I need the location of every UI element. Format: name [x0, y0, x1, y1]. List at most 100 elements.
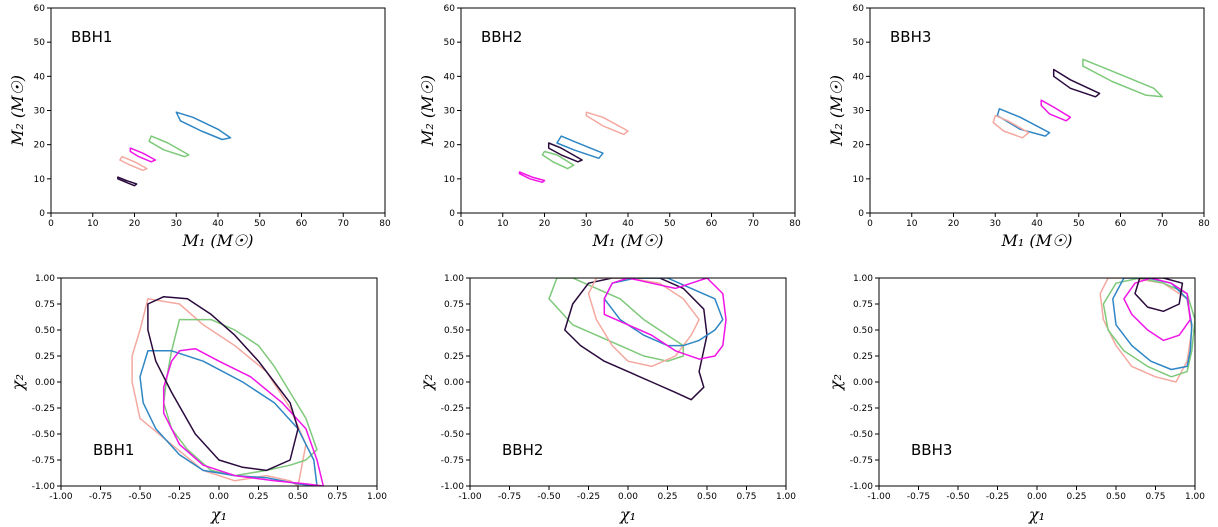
y-axis-label: χ₂ — [8, 374, 27, 391]
y-tick-label: 20 — [34, 141, 46, 151]
contour-salmon — [585, 111, 629, 136]
y-axis-label: M₂ (M☉) — [8, 75, 27, 147]
y-tick-label: 20 — [853, 141, 865, 151]
contour-green — [548, 278, 685, 362]
y-tick-label: 10 — [444, 175, 456, 185]
x-tick-label: 0 — [458, 219, 464, 229]
x-tick-label: -0.75 — [498, 492, 521, 502]
contour-salmon — [992, 114, 1030, 139]
y-tick-label: 30 — [34, 107, 46, 117]
x-axis-label: M₁ (M☉) — [591, 231, 663, 250]
y-tick-label: 60 — [34, 4, 46, 14]
y-axis-label: χ₂ — [826, 374, 845, 391]
contour-green — [1102, 278, 1195, 378]
y-tick-label: 50 — [444, 38, 456, 48]
chart-panel-2: 0 10 20 30 40 50 60 70 80 0 10 20 30 40 50 60 M₁ (M☉) M₂ … — [418, 4, 801, 250]
panel-label: BBH1 — [71, 28, 112, 46]
contour-group — [117, 111, 232, 187]
contour-navy — [1052, 68, 1101, 98]
y-tick-label: 30 — [444, 107, 456, 117]
y-tick-label: 10 — [853, 175, 865, 185]
x-axis-label: M₁ (M☉) — [181, 231, 253, 250]
y-tick-label: -1.00 — [32, 482, 56, 492]
y-tick-label: 0.25 — [853, 352, 873, 362]
y-axis-label: M₂ (M☉) — [418, 75, 437, 147]
contour-group — [992, 58, 1164, 139]
panel-label: BBH3 — [911, 441, 952, 459]
y-tick-label: 0.50 — [35, 326, 55, 336]
y-tick-label: 30 — [853, 107, 865, 117]
contour-magenta — [603, 278, 727, 360]
chart-panel-5: -1.00 -0.75 -0.50 -0.25 0.00 0.25 0.50 0.75 1.00… — [417, 274, 796, 524]
x-tick-label: 80 — [1198, 219, 1210, 229]
x-tick-label: 70 — [1157, 219, 1169, 229]
x-tick-label: 10 — [906, 219, 918, 229]
x-tick-label: 0 — [867, 219, 873, 229]
y-tick-label: 40 — [444, 72, 456, 82]
y-tick-label: 1.00 — [35, 274, 55, 284]
x-tick-label: -0.50 — [128, 492, 152, 502]
y-tick-label: 0.00 — [35, 378, 55, 388]
contour-salmon — [119, 155, 148, 172]
x-tick-label: 1.00 — [367, 492, 387, 502]
x-tick-label: 20 — [129, 219, 141, 229]
contour-magenta — [129, 147, 157, 163]
y-tick-label: -0.50 — [32, 430, 56, 440]
contour-blue — [556, 135, 604, 160]
x-tick-label: 1.00 — [776, 492, 796, 502]
y-tick-label: 60 — [853, 4, 865, 14]
x-axis-label: χ₁ — [619, 505, 636, 524]
y-tick-label: -0.75 — [32, 456, 55, 466]
x-tick-label: 0.50 — [288, 492, 308, 502]
x-tick-label: -1.00 — [458, 492, 482, 502]
contour-blue — [175, 111, 232, 141]
x-axis-label: χ₁ — [210, 505, 227, 524]
x-tick-label: 60 — [296, 219, 308, 229]
y-tick-label: 0.00 — [853, 378, 873, 388]
x-tick-label: 0.75 — [736, 492, 756, 502]
y-tick-label: 0.25 — [444, 352, 464, 362]
x-tick-label: -0.75 — [89, 492, 112, 502]
contour-navy — [547, 142, 583, 163]
y-tick-label: -0.25 — [32, 404, 55, 414]
x-tick-label: -1.00 — [867, 492, 891, 502]
x-axis-label: M₁ (M☉) — [1000, 231, 1072, 250]
contour-group — [1099, 278, 1195, 383]
chart-panel-4: -1.00 -0.75 -0.50 -0.25 0.00 0.25 0.50 0.75 1.00… — [8, 274, 387, 524]
contour-group — [548, 278, 727, 401]
x-tick-label: 50 — [1073, 219, 1085, 229]
y-tick-label: -0.50 — [441, 430, 465, 440]
y-tick-label: 40 — [34, 72, 46, 82]
x-tick-label: -0.75 — [907, 492, 930, 502]
x-tick-label: 10 — [497, 219, 509, 229]
x-tick-label: 40 — [622, 219, 634, 229]
contour-blue — [996, 108, 1051, 137]
y-tick-label: 0 — [39, 209, 45, 219]
x-tick-label: 60 — [1115, 219, 1127, 229]
y-tick-label: 60 — [444, 4, 456, 14]
contour-blue — [603, 278, 724, 347]
x-tick-label: 0.50 — [1106, 492, 1126, 502]
contour-magenta — [1040, 99, 1072, 122]
y-tick-label: 50 — [853, 38, 865, 48]
x-tick-label: -0.25 — [168, 492, 191, 502]
y-tick-label: 10 — [34, 175, 46, 185]
contour-green — [541, 150, 575, 170]
contour-green — [1082, 58, 1164, 98]
y-tick-label: 0.75 — [444, 300, 464, 310]
y-tick-label: -1.00 — [441, 482, 465, 492]
x-tick-label: 30 — [990, 219, 1002, 229]
x-tick-label: 30 — [171, 219, 183, 229]
panel-label: BBH2 — [481, 28, 522, 46]
panel-label: BBH1 — [93, 441, 134, 459]
panel-label: BBH3 — [890, 28, 931, 46]
x-tick-label: 0.00 — [209, 492, 229, 502]
y-axis-label: M₂ (M☉) — [827, 75, 846, 147]
contour-green — [162, 318, 318, 477]
y-tick-label: -0.50 — [850, 430, 874, 440]
y-tick-label: 20 — [444, 141, 456, 151]
y-tick-label: -1.00 — [850, 482, 874, 492]
x-tick-label: 60 — [706, 219, 718, 229]
x-tick-label: 40 — [1031, 219, 1043, 229]
